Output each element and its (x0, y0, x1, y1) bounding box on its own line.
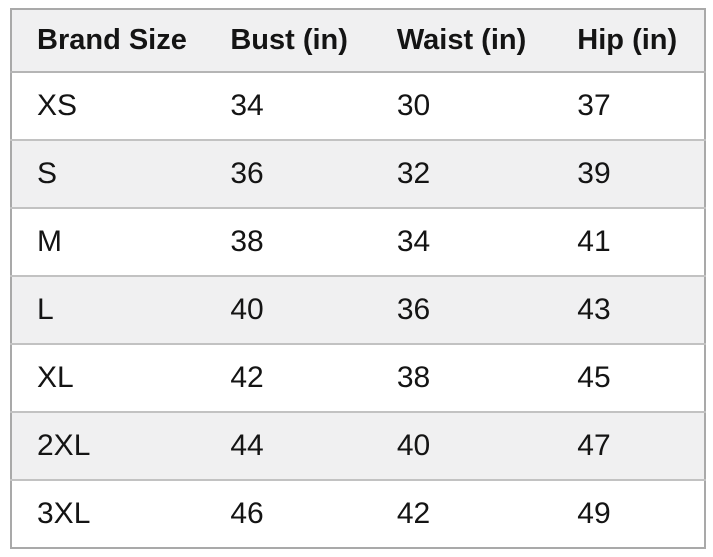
cell-hip: 41 (552, 207, 705, 276)
cell-bust: 42 (205, 343, 372, 412)
column-header-bust: Bust (in) (205, 9, 372, 73)
cell-bust: 36 (205, 139, 372, 208)
column-header-hip: Hip (in) (552, 9, 705, 73)
cell-brand-size: M (11, 207, 206, 276)
cell-bust: 38 (205, 207, 372, 276)
cell-bust: 44 (205, 411, 372, 480)
cell-hip: 47 (552, 411, 705, 480)
header-row: Brand Size Bust (in) Waist (in) Hip (in) (11, 9, 705, 73)
table-row: S 36 32 39 (11, 139, 705, 208)
cell-waist: 34 (371, 207, 553, 276)
table-row: XL 42 38 45 (11, 343, 705, 412)
size-chart-container: Brand Size Bust (in) Waist (in) Hip (in)… (10, 8, 706, 549)
table-row: L 40 36 43 (11, 275, 705, 344)
table-row: M 38 34 41 (11, 207, 705, 276)
size-chart-table: Brand Size Bust (in) Waist (in) Hip (in)… (10, 8, 706, 549)
cell-bust: 34 (205, 72, 372, 140)
cell-brand-size: XL (11, 343, 206, 412)
table-row: XS 34 30 37 (11, 72, 705, 140)
cell-hip: 39 (552, 139, 705, 208)
cell-brand-size: L (11, 275, 206, 344)
cell-brand-size: S (11, 139, 206, 208)
cell-bust: 40 (205, 275, 372, 344)
cell-waist: 30 (371, 72, 553, 140)
column-header-brand-size: Brand Size (11, 9, 206, 73)
cell-brand-size: XS (11, 72, 206, 140)
cell-hip: 37 (552, 72, 705, 140)
cell-hip: 45 (552, 343, 705, 412)
cell-brand-size: 3XL (11, 479, 206, 548)
cell-waist: 42 (371, 479, 553, 548)
table-row: 3XL 46 42 49 (11, 479, 705, 548)
cell-waist: 32 (371, 139, 553, 208)
cell-brand-size: 2XL (11, 411, 206, 480)
table-row: 2XL 44 40 47 (11, 411, 705, 480)
cell-hip: 49 (552, 479, 705, 548)
cell-bust: 46 (205, 479, 372, 548)
cell-hip: 43 (552, 275, 705, 344)
cell-waist: 40 (371, 411, 553, 480)
cell-waist: 38 (371, 343, 553, 412)
column-header-waist: Waist (in) (371, 9, 553, 73)
cell-waist: 36 (371, 275, 553, 344)
size-chart-body: XS 34 30 37 S 36 32 39 M 38 34 41 L 40 36 43 XL 42 38 45 2XL… (11, 72, 705, 548)
